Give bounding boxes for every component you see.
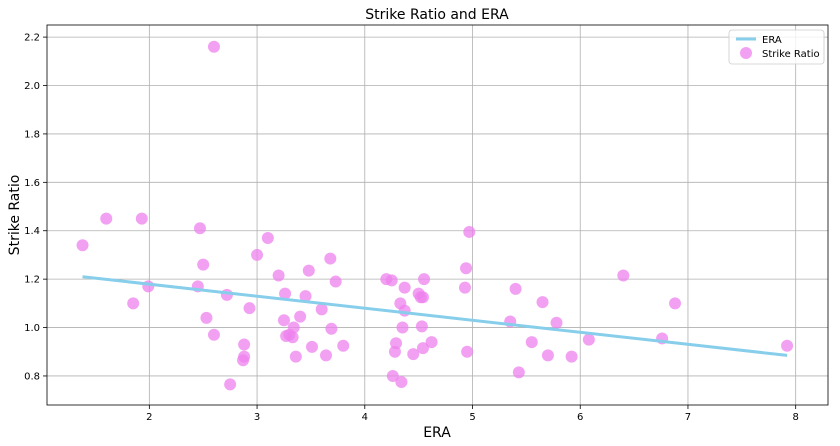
- scatter-point: [407, 348, 420, 361]
- x-tick-label: 6: [577, 412, 583, 423]
- y-axis-label: Strike Ratio: [7, 175, 23, 256]
- scatter-point: [238, 350, 251, 363]
- scatter-point: [289, 350, 302, 363]
- x-axis-ticks: 2 3 4 5 6 7 8: [146, 405, 799, 423]
- scatter-point: [193, 222, 206, 235]
- scatter-point: [396, 321, 409, 334]
- y-tick-label: 1.6: [24, 178, 40, 189]
- scatter-point: [337, 339, 350, 352]
- scatter-point: [458, 281, 471, 294]
- x-tick-label: 4: [362, 412, 368, 423]
- scatter-point: [325, 322, 338, 335]
- scatter-point: [386, 369, 399, 382]
- scatter-point: [416, 342, 429, 355]
- scatter-point: [536, 296, 549, 309]
- plot-content: [76, 40, 794, 391]
- scatter-point: [463, 225, 476, 238]
- scatter-point: [460, 262, 473, 275]
- scatter-point: [220, 288, 233, 301]
- scatter-point: [509, 282, 522, 295]
- scatter-point: [224, 378, 237, 391]
- scatter-point: [306, 340, 319, 353]
- scatter-point: [100, 212, 113, 225]
- scatter-point: [525, 336, 538, 349]
- y-tick-label: 2.0: [24, 81, 40, 92]
- scatter-point: [299, 290, 312, 303]
- scatter-point: [279, 287, 292, 300]
- scatter-point: [329, 275, 342, 288]
- scatter-point: [197, 258, 210, 271]
- y-tick-label: 2.2: [24, 33, 40, 44]
- scatter-point: [617, 269, 630, 282]
- scatter-point: [390, 337, 403, 350]
- x-tick-label: 7: [685, 412, 691, 423]
- scatter-point: [398, 281, 411, 294]
- scatter-point: [238, 338, 251, 351]
- scatter-point: [243, 302, 256, 315]
- chart-title: Strike Ratio and ERA: [365, 7, 509, 23]
- scatter-point: [135, 212, 148, 225]
- scatter-point: [76, 239, 89, 252]
- scatter-point: [461, 345, 474, 358]
- era-trend-line: [82, 275, 788, 357]
- scatter-point: [324, 252, 337, 265]
- scatter-point: [207, 40, 220, 53]
- y-tick-label: 0.8: [24, 371, 40, 382]
- y-tick-label: 1.2: [24, 275, 40, 286]
- scatter-point: [200, 311, 213, 324]
- scatter-point: [425, 336, 438, 349]
- x-tick-label: 2: [146, 412, 152, 423]
- scatter-point: [207, 328, 220, 341]
- scatter-point: [385, 274, 398, 287]
- legend: ERA Strike Ratio: [728, 29, 825, 65]
- scatter-point: [251, 248, 264, 261]
- scatter-point: [294, 310, 307, 323]
- y-axis-ticks: 0.8 1.0 1.2 1.4 1.6 1.8 2.0 2.2: [24, 33, 47, 382]
- legend-label-strike-ratio: Strike Ratio: [762, 49, 820, 60]
- scatter-point: [127, 297, 140, 310]
- legend-marker-swatch: [740, 47, 752, 59]
- x-axis-label: ERA: [423, 425, 451, 441]
- y-tick-label: 1.4: [24, 226, 40, 237]
- scatter-point: [320, 349, 333, 362]
- scatter-point: [395, 376, 408, 389]
- scatter-point: [415, 320, 428, 333]
- legend-label-era: ERA: [762, 35, 782, 46]
- grid-lines: [47, 25, 828, 405]
- scatter-point: [315, 303, 328, 316]
- scatter-point: [398, 304, 411, 317]
- scatter-point: [565, 350, 578, 363]
- x-tick-label: 3: [254, 412, 260, 423]
- scatter-point: [261, 231, 274, 244]
- scatter-point: [669, 297, 682, 310]
- x-tick-label: 5: [469, 412, 475, 423]
- scatter-point: [418, 273, 431, 286]
- scatter-point: [541, 349, 554, 362]
- y-tick-label: 1.0: [24, 323, 40, 334]
- scatter-point: [277, 314, 290, 327]
- scatter-point: [272, 269, 285, 282]
- x-tick-label: 8: [792, 412, 798, 423]
- scatter-point: [302, 264, 315, 277]
- scatter-point: [416, 291, 429, 304]
- scatter-point: [781, 339, 794, 352]
- plot-frame: [46, 24, 829, 406]
- scatter-point: [286, 331, 299, 344]
- y-tick-label: 1.8: [24, 129, 40, 140]
- scatter-point: [582, 333, 595, 346]
- scatter-point: [550, 316, 563, 329]
- scatter-point: [512, 366, 525, 379]
- scatter-point: [287, 321, 300, 334]
